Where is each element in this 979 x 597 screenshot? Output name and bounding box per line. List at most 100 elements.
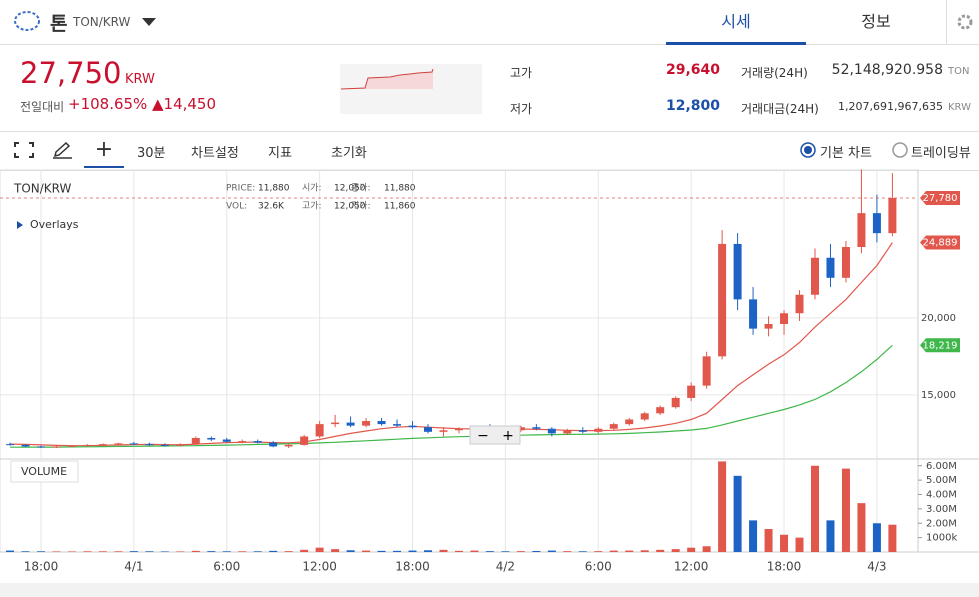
- change-pct: +108.65%: [68, 95, 148, 113]
- header-bar: [0, 0, 979, 45]
- sparkline: [340, 64, 482, 114]
- chart-settings-button[interactable]: 차트설정: [191, 146, 239, 161]
- volume-bar: [718, 461, 727, 552]
- volume-bar: [362, 550, 371, 552]
- svg-text:−: −: [477, 428, 489, 444]
- candle-body: [872, 213, 881, 234]
- price-tag-label: 24,889: [923, 238, 958, 249]
- x-tick-label: 18:00: [24, 560, 59, 574]
- candle-body: [52, 446, 61, 448]
- volume-bar: [857, 503, 866, 552]
- candle-body: [269, 442, 278, 447]
- price-tag-label: 27,780: [923, 193, 958, 204]
- candle-body: [114, 443, 123, 445]
- candle-body: [780, 313, 789, 325]
- candle-body: [516, 427, 525, 431]
- stat-value: 12,800: [665, 98, 720, 114]
- candle-body: [67, 445, 76, 447]
- crosshair-button[interactable]: +: [84, 133, 124, 168]
- radio-selected[interactable]: [800, 142, 816, 158]
- price: 27,750: [20, 56, 122, 90]
- candle-body: [764, 324, 773, 329]
- fullscreen-button[interactable]: [14, 142, 34, 158]
- volume-bar: [780, 534, 789, 552]
- candle-body: [6, 444, 15, 446]
- currency: KRW: [125, 72, 155, 87]
- interval-button[interactable]: 30분: [137, 146, 166, 161]
- coin-icon: [14, 11, 40, 31]
- tab[interactable]: 시세: [666, 0, 806, 45]
- volume-bar: [238, 551, 247, 552]
- overlays-toggle[interactable]: Overlays: [30, 218, 79, 231]
- candle-body: [656, 407, 665, 414]
- volume-bar: [393, 550, 402, 552]
- tab[interactable]: 정보: [861, 12, 891, 31]
- candle-body: [454, 428, 463, 431]
- candle-body: [563, 430, 572, 434]
- volume-bar: [269, 550, 278, 552]
- info-value: 11,860: [384, 202, 416, 212]
- plot-frame: [0, 169, 919, 553]
- x-tick-label: 6:00: [585, 560, 612, 574]
- info-label: 시가:: [302, 183, 322, 194]
- radio[interactable]: [892, 142, 908, 158]
- mode-option[interactable]: 기본 차트: [820, 146, 872, 161]
- candle-body: [439, 430, 448, 432]
- info-label: VOL:: [226, 202, 247, 212]
- info-label: PRICE:: [226, 184, 255, 194]
- info-value: 12,050: [334, 184, 366, 194]
- volume-bar: [687, 547, 696, 552]
- volume-bar: [454, 550, 463, 552]
- x-tick-label: 4/3: [867, 560, 886, 574]
- x-tick-label: 18:00: [767, 560, 802, 574]
- candle-body: [857, 213, 866, 248]
- candle-body: [841, 247, 850, 278]
- candle-body: [702, 356, 711, 386]
- moving-average-line: [10, 344, 893, 448]
- candle-body: [300, 436, 309, 445]
- volume-bar: [625, 550, 634, 552]
- volume-bar: [826, 520, 835, 552]
- candle-body: [578, 430, 587, 432]
- candle-body: [547, 428, 556, 434]
- volume-bar: [702, 546, 711, 552]
- price-tag: [920, 235, 960, 250]
- mode-option[interactable]: 트레이딩뷰: [911, 146, 971, 161]
- volume-bar: [191, 550, 200, 552]
- price-tag-label: 18,219: [923, 340, 958, 351]
- volume-bar: [609, 550, 618, 552]
- scrollbar[interactable]: [0, 583, 979, 597]
- volume-bar: [439, 549, 448, 552]
- volume-bar: [222, 551, 231, 552]
- candle-body: [718, 243, 727, 357]
- candle-body: [284, 444, 293, 447]
- toolbar: [0, 131, 979, 171]
- zoom-control[interactable]: − +: [469, 425, 521, 445]
- settings-button[interactable]: [946, 0, 979, 44]
- candle-body: [532, 427, 541, 429]
- x-tick-label: 18:00: [395, 560, 430, 574]
- candle-body: [238, 441, 247, 443]
- price-tag: [920, 338, 960, 353]
- candle-body: [83, 444, 92, 446]
- volume-bar: [21, 551, 30, 552]
- candle-body: [424, 427, 432, 432]
- candle-body: [888, 198, 897, 234]
- volume-bar: [485, 551, 494, 552]
- volume-bar: [578, 551, 587, 552]
- candle-body: [98, 444, 107, 446]
- reset-button[interactable]: 초기화: [331, 146, 367, 161]
- dropdown-arrow[interactable]: [142, 18, 156, 27]
- x-tick-label: 12:00: [302, 560, 337, 574]
- v-tick-label: 1000k: [926, 533, 957, 544]
- indicator-button[interactable]: 지표: [268, 146, 292, 161]
- candle-body: [362, 421, 371, 426]
- candle-body: [594, 428, 603, 432]
- stat-label: 저가: [510, 102, 533, 116]
- x-tick-label: 4/2: [496, 560, 515, 574]
- volume-bar: [872, 523, 881, 552]
- volume-bar: [52, 551, 61, 552]
- v-tick-label: 3.00M: [926, 504, 957, 515]
- draw-button[interactable]: [52, 141, 74, 159]
